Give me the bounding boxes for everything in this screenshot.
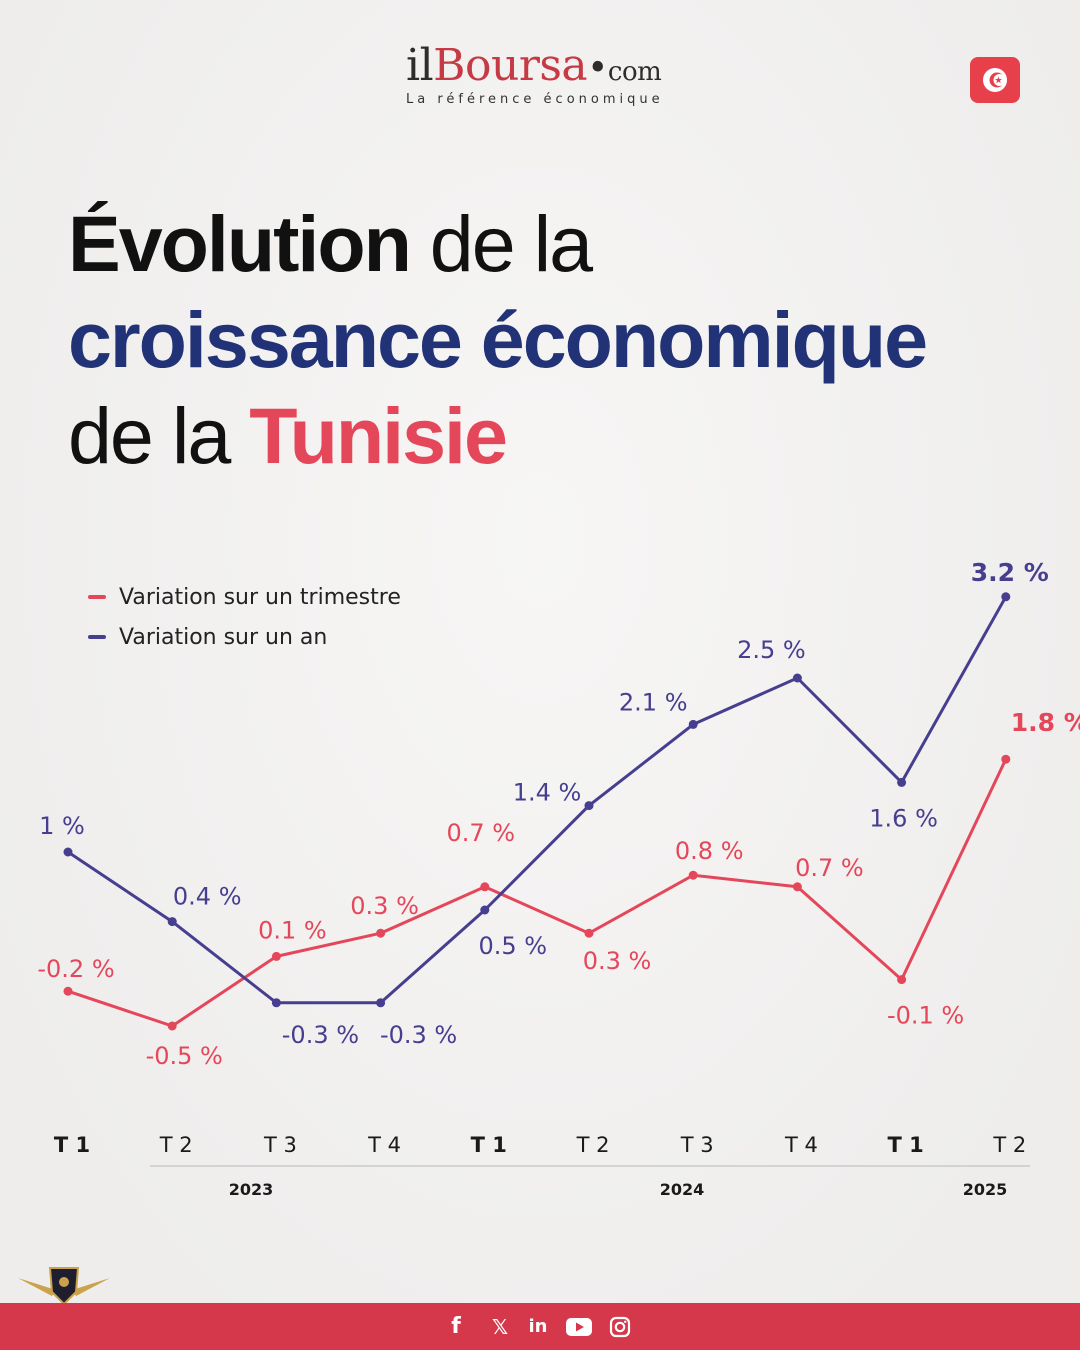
data-point <box>688 719 698 729</box>
footer-bar: f 𝕏 in <box>0 1303 1080 1350</box>
logo-wordmark: ilBoursa•com <box>406 40 662 98</box>
x-tick-label: T 1 <box>54 1133 90 1157</box>
x-tick-label: T 1 <box>471 1133 507 1157</box>
data-label: 0.7 % <box>446 819 515 847</box>
tunisia-flag-icon <box>970 57 1020 103</box>
flag-emblem <box>983 68 1007 92</box>
x-tick-label: T 1 <box>887 1133 923 1157</box>
logo-tagline: La référence économique <box>406 92 664 107</box>
data-label: -0.1 % <box>887 1002 964 1030</box>
title-line-2: croissance économique <box>68 295 928 384</box>
logo-boursa: Boursa <box>433 40 588 91</box>
chart-legend: Variation sur un trimestre Variation sur… <box>88 577 401 657</box>
instagram-icon[interactable] <box>608 1303 632 1350</box>
data-label: 0.8 % <box>675 837 744 865</box>
data-label: 1.8 % <box>1011 708 1080 737</box>
x-tick-label: T 3 <box>680 1133 714 1157</box>
x-icon[interactable]: 𝕏 <box>491 1314 509 1339</box>
title-evolution: Évolution <box>68 199 412 288</box>
data-point <box>271 998 281 1008</box>
series-line-trimestre <box>66 757 1008 1028</box>
data-point <box>63 986 73 996</box>
shield-wings-icon <box>18 1267 110 1306</box>
data-label: 1.6 % <box>869 804 938 832</box>
year-label: 2025 <box>963 1180 1008 1199</box>
data-label: -0.3 % <box>380 1021 457 1049</box>
data-point <box>1001 754 1011 764</box>
ilboursa-logo[interactable]: ilBoursa•com La référence économique <box>406 40 706 110</box>
legend-label-quarterly: Variation sur un trimestre <box>119 584 401 610</box>
logo-dot: • <box>587 48 608 89</box>
legend-label-yearly: Variation sur un an <box>119 624 328 650</box>
data-point <box>480 905 490 915</box>
data-label: 0.3 % <box>350 892 419 920</box>
data-point <box>480 882 490 892</box>
data-point <box>167 917 177 927</box>
youtube-glyph <box>566 1317 592 1336</box>
data-point <box>63 847 73 857</box>
title-de-la-2: de la <box>68 391 250 480</box>
data-label: 1 % <box>39 812 85 840</box>
data-point <box>584 801 594 811</box>
title-de-la: de la <box>409 199 593 288</box>
data-label: 0.1 % <box>258 916 327 944</box>
data-point <box>584 928 594 938</box>
x-tick-label: T 4 <box>367 1133 401 1157</box>
data-label: -0.3 % <box>282 1021 359 1049</box>
data-label: 0.7 % <box>795 854 864 882</box>
x-tick-label: T 3 <box>263 1133 297 1157</box>
title-tunisie: Tunisie <box>249 391 508 480</box>
x-tick-label: T 4 <box>784 1133 818 1157</box>
x-tick-label: T 2 <box>159 1133 193 1157</box>
instagram-glyph <box>609 1316 631 1337</box>
x-tick-label: T 2 <box>992 1133 1026 1157</box>
data-label: 0.3 % <box>583 947 652 975</box>
data-label: 3.2 % <box>971 558 1049 587</box>
logo-il: il <box>406 40 434 91</box>
title-line-1: Évolution de la <box>68 196 1048 292</box>
title-line-3: de la Tunisie <box>68 388 1048 484</box>
watermark-emblem <box>8 1262 120 1350</box>
year-label: 2023 <box>229 1180 274 1199</box>
data-point <box>376 928 386 938</box>
data-label: 0.5 % <box>478 932 547 960</box>
year-label: 2024 <box>660 1180 705 1199</box>
data-label: 0.4 % <box>173 883 242 911</box>
data-label: -0.5 % <box>146 1042 223 1070</box>
legend-swatch-blue <box>88 635 106 639</box>
legend-item-quarterly: Variation sur un trimestre <box>88 577 401 617</box>
legend-swatch-red <box>88 595 106 599</box>
data-point <box>792 673 802 683</box>
data-label: -0.2 % <box>37 955 114 983</box>
data-point <box>1001 592 1011 602</box>
page-title: Évolution de la croissance économique de… <box>68 196 1048 484</box>
series-line-annuel <box>66 595 1008 1005</box>
data-point <box>271 951 281 961</box>
data-label: 1.4 % <box>513 779 582 807</box>
data-label: 2.5 % <box>737 636 806 664</box>
facebook-icon[interactable]: f <box>451 1314 461 1339</box>
data-point <box>376 998 386 1008</box>
data-label: 2.1 % <box>619 688 688 716</box>
data-point <box>167 1021 177 1031</box>
x-tick-label: T 2 <box>576 1133 610 1157</box>
linkedin-icon[interactable]: in <box>528 1316 548 1337</box>
legend-item-yearly: Variation sur un an <box>88 617 401 657</box>
data-point <box>688 870 698 880</box>
data-point <box>897 777 907 787</box>
data-point <box>792 882 802 892</box>
data-point <box>897 975 907 985</box>
youtube-icon[interactable] <box>564 1303 594 1350</box>
logo-com: com <box>607 57 662 87</box>
